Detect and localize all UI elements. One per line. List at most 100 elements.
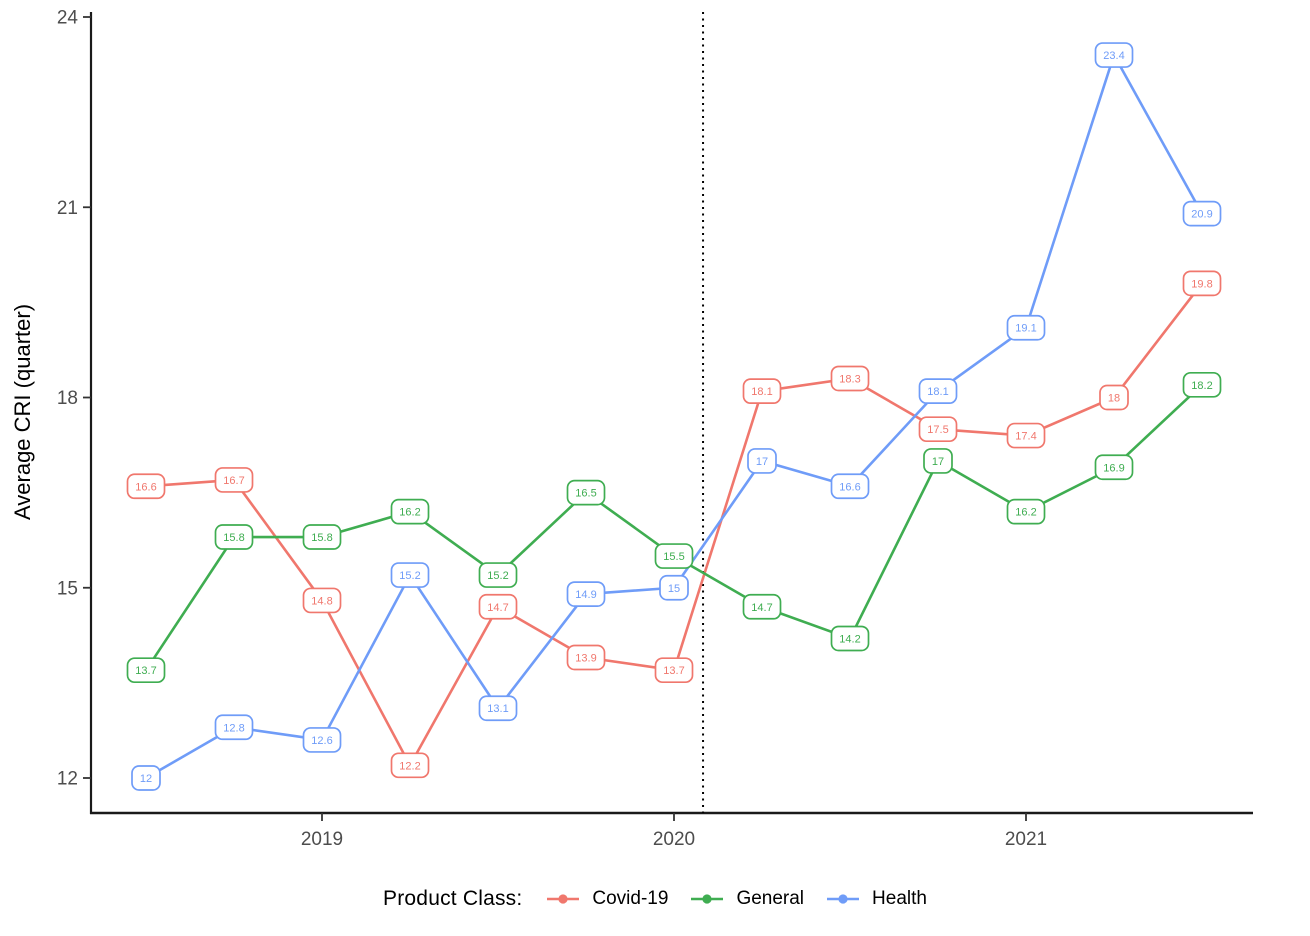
legend-items: Covid-19 General Health [545,888,927,910]
data-point-label: 18.1 [918,378,958,405]
data-point-label-box [302,524,342,550]
data-point-label-text: 16.6 [135,481,156,493]
data-point-label-text: 19.8 [1191,278,1212,290]
data-point-label-text: 16.2 [1015,507,1036,519]
data-point-label-box [1182,200,1222,227]
data-point-label-text: 12.8 [223,722,244,734]
data-point-label-box [214,524,254,550]
data-point-label: 16.2 [1006,498,1046,525]
data-point-label-box [302,727,342,753]
data-point-label-box [1006,314,1046,341]
data-point-label-box [566,581,606,607]
data-point-label-text: 14.2 [839,633,860,645]
data-point-label: 17 [923,448,953,474]
data-point-label-box [131,765,161,791]
data-point-label-box [478,695,518,722]
data-point-label: 12.2 [390,752,430,779]
data-point-label: 16.2 [390,498,430,525]
data-point-label-box [742,378,782,405]
data-point-label-text: 20.9 [1191,209,1212,221]
data-point-label-box [566,479,606,506]
data-point-label-text: 13.9 [575,653,596,665]
data-point-label: 15.2 [478,562,518,588]
series-line-covid-19 [145,282,1204,767]
data-point-label: 17 [747,448,777,474]
data-point-label-box [654,657,694,684]
y-axis-title: Average CRI (quarter) [10,304,35,520]
data-point-label-text: 17.5 [927,424,948,436]
data-point-label: 15.8 [302,524,342,550]
data-point-label-box [1099,384,1129,411]
legend-item-general: General [689,888,804,910]
data-point-label-box [830,625,870,652]
data-point-label-box [1094,454,1134,481]
data-point-label: 16.6 [830,473,870,500]
data-point-label-box [747,448,777,474]
data-point-label: 13.9 [566,644,606,671]
legend-item-label: Covid-19 [592,888,669,909]
data-point-label: 23.4 [1094,42,1134,68]
data-point-label-text: 12.6 [311,735,332,747]
data-point-label-text: 14.7 [751,602,772,614]
y-tick-label: 24 [57,8,79,29]
data-point-label-text: 13.1 [487,703,508,715]
data-point-label-box [126,473,166,500]
data-point-label-box [923,448,953,474]
data-point-label: 12.8 [214,714,254,741]
data-point-label: 18 [1099,384,1129,411]
data-point-label-text: 14.8 [311,595,332,607]
data-point-label: 18.3 [830,365,870,392]
data-point-label: 18.1 [742,378,782,405]
data-point-label-text: 15.8 [311,532,332,544]
data-point-label-text: 16.6 [839,481,860,493]
legend-key-icon [691,894,724,904]
data-point-label-box [742,593,782,620]
data-point-label: 16.9 [1094,454,1134,481]
data-point-label: 13.7 [654,657,694,684]
data-point-label: 15.5 [654,543,694,569]
data-point-label: 17.4 [1006,422,1046,449]
legend-key-icon [827,894,860,904]
data-point-label-text: 15.8 [223,532,244,544]
data-point-label-box [302,587,342,614]
data-point-label: 18.2 [1182,371,1222,398]
legend-item-health: Health [825,888,927,910]
legend-title: Product Class: [383,887,523,910]
x-tick-label: 2020 [653,829,695,850]
data-point-label: 12.6 [302,727,342,753]
data-point-label-text: 16.9 [1103,462,1124,474]
data-point-label-text: 12 [140,773,152,785]
data-point-label: 14.2 [830,625,870,652]
data-point-label: 12 [131,765,161,791]
data-point-label-box [390,498,430,525]
data-point-label-box [918,378,958,405]
y-tick-label: 15 [57,578,78,599]
data-point-label: 13.1 [478,695,518,722]
data-point-label-box [918,416,958,443]
data-point-label-box [1006,498,1046,525]
legend: Product Class: Covid-19 General Health [0,881,1310,917]
data-point-label-text: 13.7 [663,665,684,677]
data-point-label-text: 15 [668,583,680,595]
data-point-label-text: 17 [932,456,944,468]
data-point-label-box [830,473,870,500]
legend-item-label: Health [872,888,927,909]
data-point-label-box [214,467,254,493]
data-point-label-text: 16.2 [399,507,420,519]
data-point-label-text: 12.2 [399,760,420,772]
data-point-label-box [478,593,518,620]
data-point-label: 15.2 [390,562,430,588]
legend-key-icon [547,894,580,904]
data-point-label-text: 23.4 [1103,50,1124,62]
data-point-label-text: 18.3 [839,373,860,385]
data-point-label: 15 [659,574,689,601]
data-point-label: 16.6 [126,473,166,500]
data-point-label-text: 16.5 [575,488,596,500]
data-point-label: 14.7 [742,593,782,620]
data-point-label-text: 18 [1108,393,1120,405]
y-tick-label: 18 [57,388,78,409]
data-point-label-text: 14.7 [487,602,508,614]
data-point-label: 16.7 [214,467,254,493]
data-point-label-box [830,365,870,392]
